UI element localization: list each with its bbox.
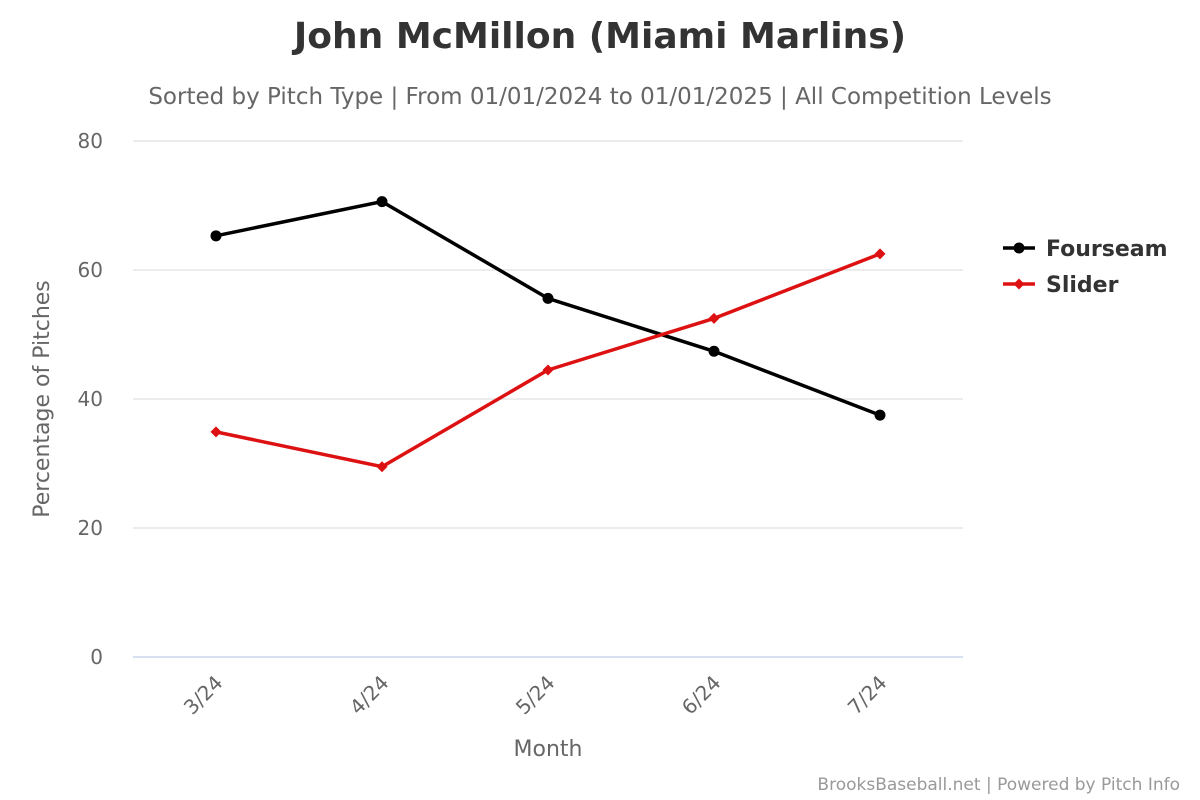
- y-axis-title: Percentage of Pitches: [30, 280, 55, 518]
- y-tick-label: 60: [78, 258, 103, 282]
- y-tick-label: 0: [90, 645, 103, 669]
- x-tick-label: 7/24: [843, 671, 892, 720]
- x-axis-ticks: 3/24 4/24 5/24 6/24 7/24: [179, 671, 892, 720]
- data-point[interactable]: [210, 230, 222, 242]
- data-point[interactable]: [542, 364, 554, 376]
- gridlines: [133, 140, 963, 529]
- data-point[interactable]: [376, 461, 388, 473]
- x-tick-label: 6/24: [677, 671, 726, 720]
- x-tick-label: 3/24: [179, 671, 228, 720]
- x-axis-title: Month: [514, 737, 583, 762]
- data-point[interactable]: [708, 312, 720, 324]
- legend-marker: [1013, 278, 1025, 290]
- series-line-slider: [215, 252, 881, 469]
- data-point[interactable]: [376, 196, 388, 208]
- series-group: [210, 196, 886, 473]
- y-tick-label: 20: [78, 516, 103, 540]
- legend-label: Slider: [1046, 273, 1119, 298]
- legend-item-fourseam[interactable]: Fourseam: [1003, 237, 1168, 262]
- credits-text[interactable]: BrooksBaseball.net | Powered by Pitch In…: [817, 775, 1180, 795]
- legend-marker: [1013, 242, 1025, 254]
- data-point[interactable]: [708, 345, 720, 357]
- legend-label: Fourseam: [1046, 237, 1168, 262]
- series-line-fourseam: [215, 199, 881, 417]
- y-axis-ticks: 0 20 40 60 80: [78, 129, 103, 669]
- legend[interactable]: Fourseam Slider: [1003, 237, 1168, 298]
- x-tick-label: 4/24: [345, 671, 394, 720]
- y-tick-label: 80: [78, 129, 103, 153]
- x-tick-label: 5/24: [511, 671, 560, 720]
- chart-subtitle: Sorted by Pitch Type | From 01/01/2024 t…: [148, 84, 1051, 110]
- legend-item-slider[interactable]: Slider: [1003, 273, 1119, 298]
- chart-title: John McMillon (Miami Marlins): [291, 16, 906, 57]
- data-point[interactable]: [874, 409, 886, 421]
- y-tick-label: 40: [78, 387, 103, 411]
- data-point[interactable]: [542, 292, 554, 304]
- data-point[interactable]: [874, 248, 886, 260]
- data-point[interactable]: [210, 426, 222, 438]
